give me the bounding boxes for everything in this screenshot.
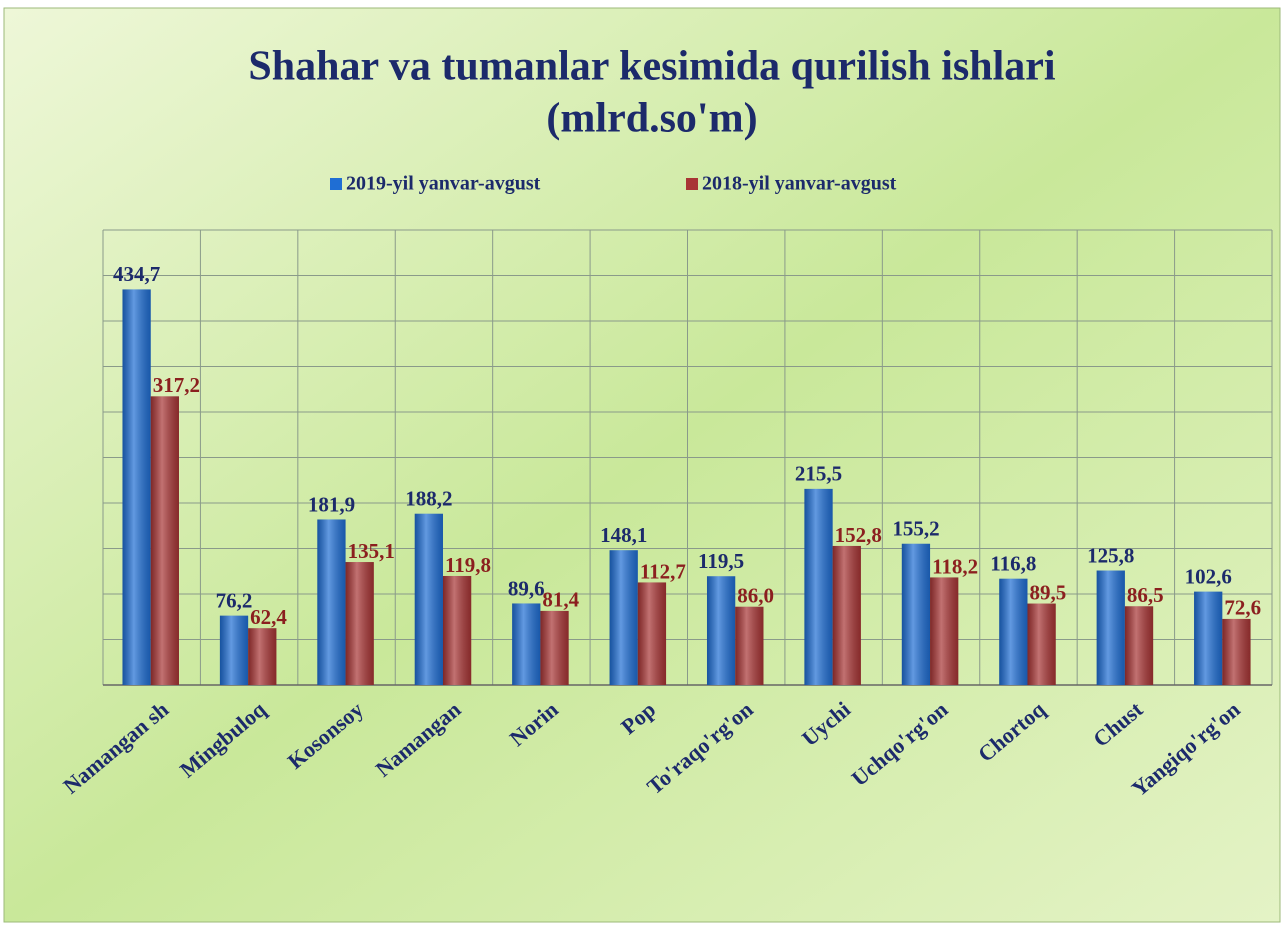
bar-shine (832, 545, 861, 685)
data-label: 181,9 (308, 492, 355, 516)
data-label: 76,2 (216, 588, 253, 612)
legend-label: 2019-yil yanvar-avgust (346, 173, 541, 195)
chart-title: Shahar va tumanlar kesimida qurilish ish… (248, 44, 1055, 90)
bar-shine (1096, 570, 1125, 685)
bar-shine (442, 575, 472, 685)
data-label: 119,5 (698, 549, 744, 573)
bar-shine (122, 289, 151, 685)
data-label: 152,8 (835, 523, 882, 547)
data-label: 89,6 (508, 576, 545, 600)
data-label: 135,1 (348, 539, 395, 563)
data-label: 188,2 (405, 487, 452, 511)
bar-shine (930, 577, 959, 685)
data-label: 118,2 (932, 554, 978, 578)
legend-swatch (686, 178, 698, 190)
bar-shine (706, 576, 736, 685)
bar-shine (512, 603, 541, 685)
bar-shine (901, 543, 931, 685)
data-label: 119,8 (445, 553, 491, 577)
legend-label: 2018-yil yanvar-avgust (702, 173, 897, 195)
data-label: 72,6 (1224, 596, 1261, 620)
bar-shine (540, 610, 569, 685)
bar-shine (637, 582, 667, 685)
bar-shine (150, 396, 179, 685)
bar-shine (1027, 603, 1056, 685)
bar-shine (999, 578, 1028, 685)
data-label: 116,8 (990, 552, 1036, 576)
data-label: 112,7 (640, 559, 686, 583)
data-label: 102,6 (1185, 564, 1232, 588)
bar-shine (1222, 618, 1251, 685)
data-label: 86,5 (1127, 583, 1164, 607)
chart-subtitle: (mlrd.so'm) (546, 96, 757, 142)
bar-shine (414, 513, 443, 685)
bar-shine (219, 615, 249, 685)
bar-shine (317, 519, 346, 685)
data-label: 125,8 (1087, 543, 1134, 567)
bar-shine (804, 488, 833, 685)
data-label: 148,1 (600, 523, 647, 547)
bar-shine (345, 562, 374, 685)
data-label: 434,7 (113, 262, 160, 286)
data-label: 62,4 (250, 605, 287, 629)
bar-shine (1124, 606, 1154, 685)
data-label: 215,5 (795, 462, 842, 486)
legend-swatch (330, 178, 342, 190)
data-label: 155,2 (892, 517, 939, 541)
data-label: 81,4 (542, 588, 579, 612)
bar-shine (1194, 591, 1223, 685)
background (3, 7, 1281, 923)
data-label: 317,2 (153, 373, 200, 397)
data-label: 89,5 (1029, 580, 1066, 604)
bar-shine (735, 606, 764, 685)
data-label: 86,0 (737, 584, 774, 608)
bar-shine (248, 628, 277, 685)
bar-shine (609, 550, 638, 685)
